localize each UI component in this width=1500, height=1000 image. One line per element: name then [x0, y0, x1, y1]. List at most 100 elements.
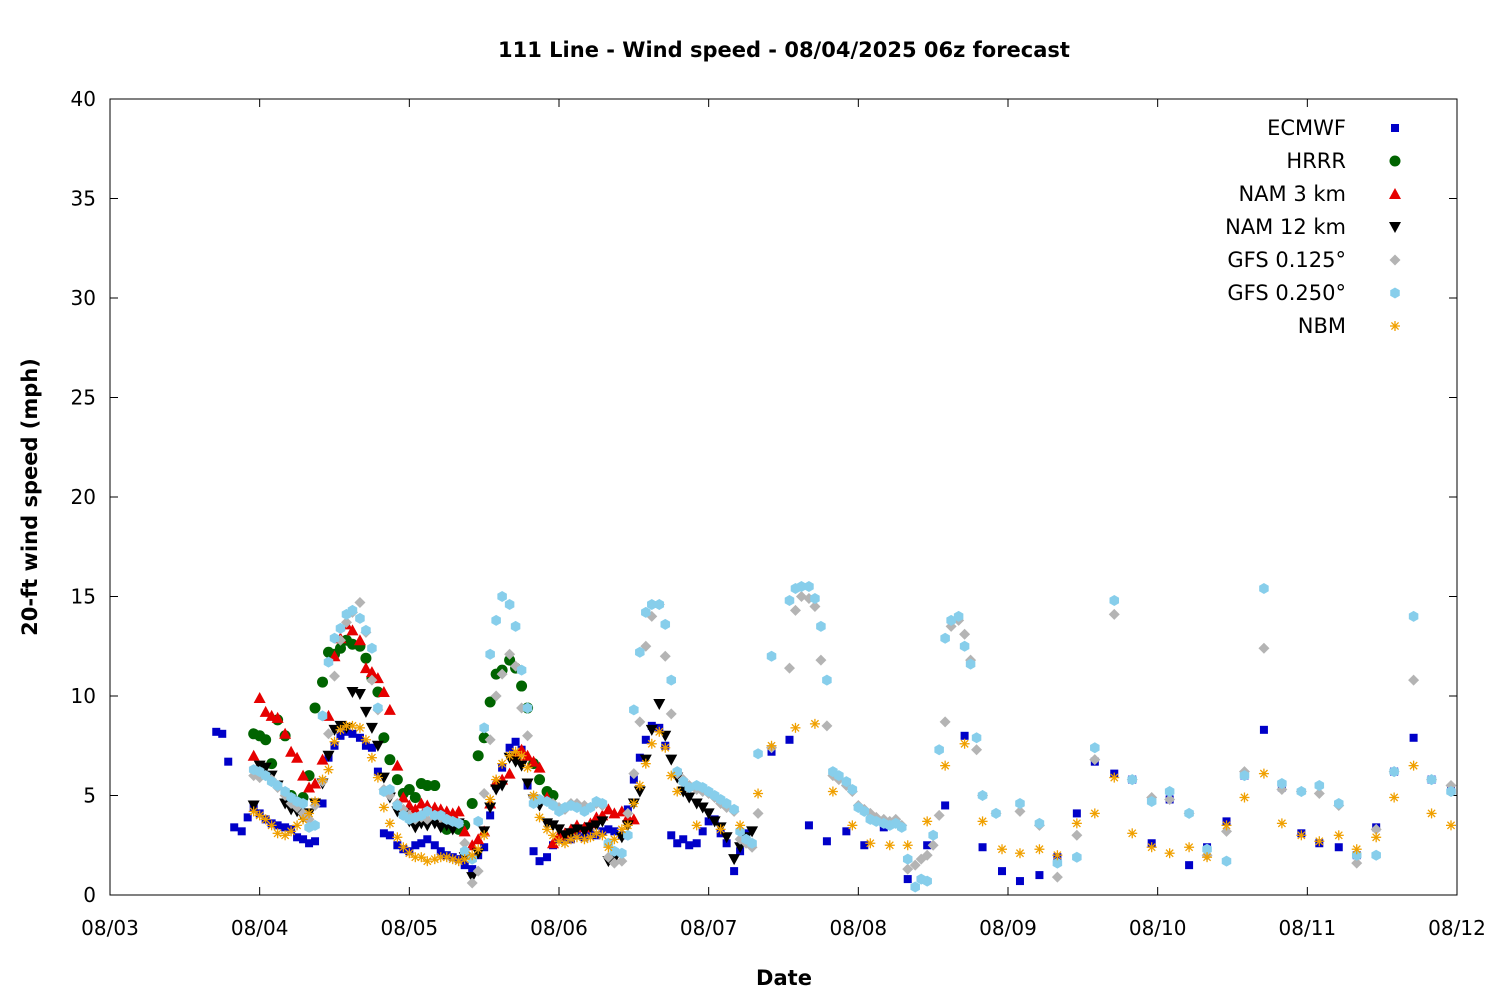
data-point-gfs-0-250: [1052, 857, 1063, 869]
data-point-ecmwf: [293, 833, 302, 842]
data-point-gfs-0-250: [298, 797, 308, 809]
data-point-gfs-0-250: [1239, 770, 1250, 782]
data-point-hrrr: [429, 780, 441, 792]
data-point-nbm: [1071, 818, 1082, 829]
y-axis-label: 20-ft wind speed (mph): [18, 358, 42, 636]
data-point-nbm: [1109, 772, 1120, 783]
data-point-nam-12-km: [484, 802, 497, 814]
data-point-gfs-0-250: [367, 642, 377, 654]
data-point-nam-3-km: [533, 761, 546, 773]
data-point-nam-3-km: [285, 745, 298, 757]
data-point-nbm: [940, 760, 951, 771]
data-point-hrrr: [403, 784, 415, 796]
data-point-ecmwf: [348, 729, 357, 738]
data-point-gfs-0-250: [747, 837, 757, 849]
data-point-nam-12-km: [428, 818, 441, 830]
data-point-gfs-0-250: [1296, 786, 1307, 798]
data-point-nam-3-km: [247, 749, 260, 761]
data-point-ecmwf: [230, 823, 239, 832]
data-point-gfs-0-125: [1370, 823, 1382, 835]
data-point-gfs-0-250: [355, 612, 365, 624]
data-point-gfs-0-125: [466, 877, 478, 889]
data-point-gfs-0-250: [479, 722, 489, 734]
data-point-gfs-0-125: [1014, 805, 1026, 817]
data-point-nbm: [1351, 844, 1362, 855]
data-point-nam-12-km: [521, 778, 534, 790]
legend-label-nam-12-km: NAM 12 km: [1225, 215, 1346, 239]
data-point-gfs-0-250: [1202, 843, 1212, 855]
data-point-nbm: [384, 818, 395, 829]
data-point-gfs-0-250: [617, 847, 627, 859]
x-tick-label: 08/04: [231, 916, 289, 940]
x-tick-label: 08/07: [680, 916, 738, 940]
data-point-nbm: [485, 794, 496, 805]
data-point-nbm: [335, 724, 346, 735]
data-point-ecmwf: [785, 735, 794, 744]
data-point-nam-12-km: [359, 706, 372, 718]
axis-ticks: 08/03 08/04 08/05 08/06 08/07 08/08 08/09 08/10…: [71, 87, 1486, 940]
data-point-nam-3-km: [253, 691, 266, 703]
data-point-ecmwf: [610, 827, 619, 836]
data-point-ecmwf: [635, 753, 644, 762]
data-point-nam-12-km: [702, 808, 715, 820]
data-point-gfs-0-250: [796, 581, 807, 593]
data-point-gfs-0-125: [329, 670, 340, 682]
data-point-nam-12-km: [659, 730, 672, 742]
data-point-ecmwf: [860, 841, 869, 850]
data-point-gfs-0-125: [484, 734, 496, 746]
data-point-gfs-0-250: [953, 610, 964, 622]
data-point-hrrr: [534, 774, 546, 786]
data-point-ecmwf: [679, 835, 688, 844]
data-point-nbm: [329, 736, 340, 747]
data-point-ecmwf: [629, 775, 638, 784]
x-tick-label: 08/03: [81, 916, 139, 940]
x-tick-label: 08/09: [979, 916, 1037, 940]
data-point-gfs-0-125: [472, 865, 484, 877]
data-point-hrrr: [504, 654, 516, 666]
data-point-gfs-0-250: [977, 790, 988, 801]
data-point-gfs-0-125: [933, 809, 945, 821]
data-point-nam-12-km: [665, 754, 678, 766]
data-point-nbm: [634, 780, 645, 791]
data-point-nam-3-km: [291, 751, 304, 763]
data-point-nbm: [1258, 768, 1269, 779]
data-point-ecmwf: [486, 811, 495, 820]
data-point-gfs-0-250: [361, 624, 371, 636]
data-point-nam-12-km: [596, 816, 609, 828]
data-point-nbm: [1314, 836, 1325, 847]
data-point-ecmwf: [393, 841, 402, 850]
data-point-nam-12-km: [371, 740, 384, 752]
data-point-gfs-0-125: [1351, 857, 1363, 869]
data-point-nbm: [323, 764, 334, 775]
data-point-gfs-0-250: [310, 819, 320, 831]
data-point-nam-3-km: [397, 791, 410, 803]
data-point-gfs-0-250: [1164, 786, 1175, 798]
data-point-ecmwf: [336, 731, 345, 740]
data-point-ecmwf: [318, 799, 327, 808]
data-point-gfs-0-125: [1313, 788, 1325, 800]
data-point-nam-3-km: [503, 767, 516, 779]
data-point-gfs-0-250: [816, 620, 826, 632]
data-point-nbm: [715, 824, 726, 835]
data-point-gfs-0-250: [666, 674, 677, 686]
data-point-hrrr: [516, 680, 528, 692]
y-tick-label: 40: [71, 87, 96, 111]
data-point-nbm: [372, 772, 383, 783]
data-point-nbm: [646, 738, 657, 749]
data-point-gfs-0-125: [628, 768, 640, 780]
data-point-nbm: [977, 816, 988, 827]
y-tick-label: 30: [71, 286, 96, 310]
y-tick-label: 0: [83, 883, 96, 907]
data-point-hrrr: [466, 797, 478, 809]
data-point-nam-12-km: [653, 698, 666, 710]
data-point-ecmwf: [998, 867, 1007, 876]
data-point-nbm: [1371, 832, 1382, 843]
x-tick-label: 08/11: [1279, 916, 1337, 940]
data-point-nam-12-km: [746, 826, 759, 838]
data-point-nbm: [1446, 820, 1457, 831]
x-tick-label: 08/08: [830, 916, 888, 940]
data-point-nbm: [473, 844, 484, 855]
data-point-gfs-0-250: [504, 598, 515, 610]
data-point-nbm: [254, 810, 265, 821]
